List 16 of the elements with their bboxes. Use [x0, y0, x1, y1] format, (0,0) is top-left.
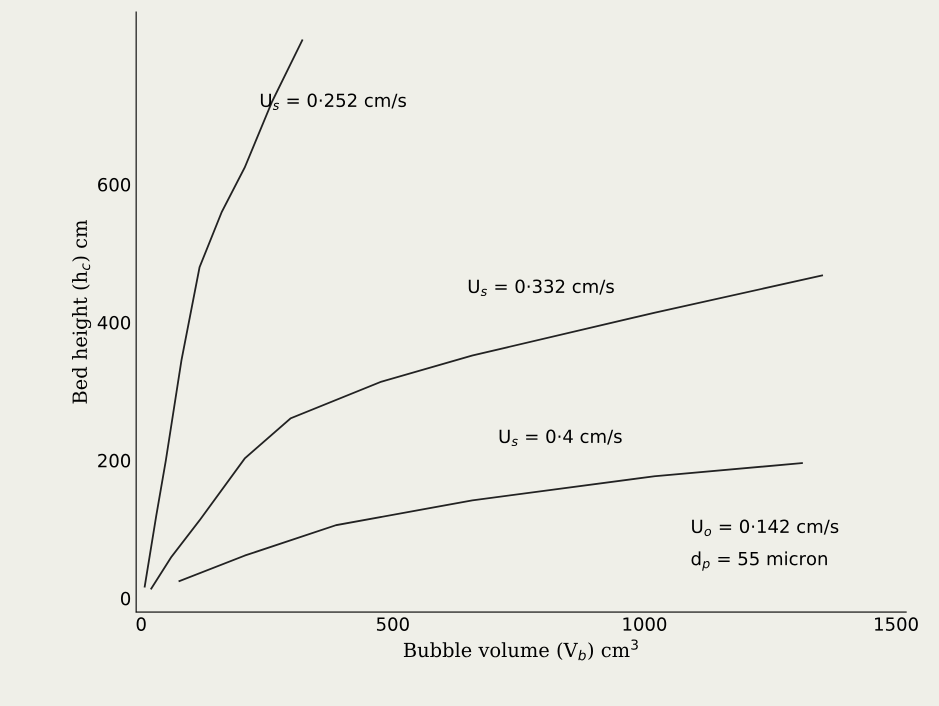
x-tick-label: 1500 — [875, 617, 918, 631]
x-axis-title: Bubble volume (V$_{b}$) cm$^{3}$ — [404, 639, 638, 660]
annotation: d$_{p}$ = 55 micron — [692, 551, 827, 571]
annotation: U$_{o}$ = 0·142 cm/s — [692, 520, 838, 536]
y-tick-label: 200 — [98, 454, 130, 468]
y-tick-label: 600 — [98, 178, 130, 192]
annotation: U$_{s}$ = 0·252 cm/s — [260, 93, 406, 110]
y-tick-label: 400 — [98, 316, 130, 330]
annotation: U$_{s}$ = 0·332 cm/s — [468, 279, 614, 296]
x-tick-label: 500 — [376, 617, 409, 631]
line-series — [144, 39, 304, 588]
y-axis-title: Bed height (h$_{c}$) cm — [72, 220, 92, 404]
y-tick-label: 0 — [120, 592, 130, 606]
x-tick-label: 1000 — [623, 617, 666, 631]
x-tick-label: 0 — [136, 617, 146, 631]
annotation: U$_{s}$ = 0·4 cm/s — [500, 430, 622, 446]
